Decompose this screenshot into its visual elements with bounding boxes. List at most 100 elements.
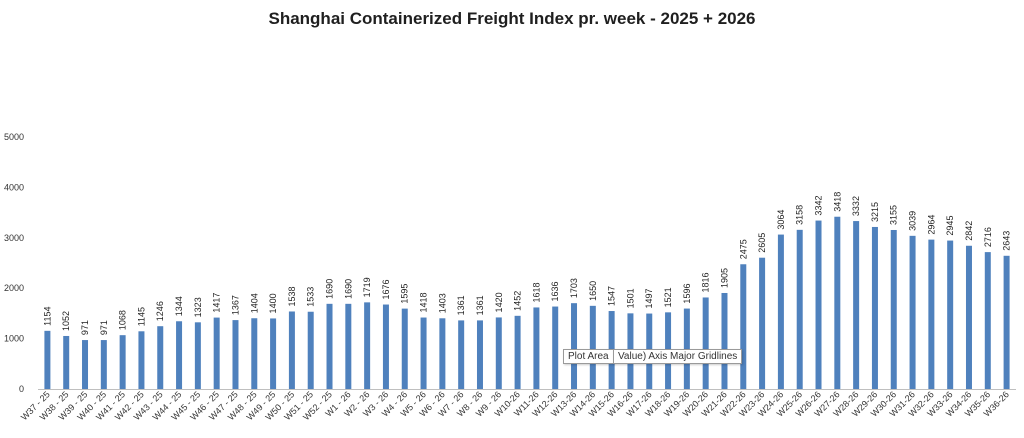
bar — [439, 318, 446, 389]
data-label: 1068 — [118, 310, 128, 330]
bar — [44, 330, 51, 389]
bar — [307, 311, 314, 389]
data-label: 1547 — [607, 286, 617, 306]
data-label: 2964 — [926, 215, 936, 235]
data-label: 1636 — [550, 282, 560, 302]
bar — [759, 257, 766, 389]
data-label: 1052 — [61, 311, 71, 331]
bar — [571, 303, 578, 389]
bar — [871, 226, 878, 389]
bar — [552, 306, 559, 389]
bar — [119, 335, 126, 389]
bar — [589, 305, 596, 389]
bar — [401, 308, 408, 389]
bar — [476, 320, 483, 389]
data-label: 1538 — [287, 286, 297, 306]
bar — [364, 302, 371, 389]
y-tick-label: 3000 — [4, 233, 24, 243]
data-label: 1420 — [494, 292, 504, 312]
data-label: 3158 — [795, 205, 805, 225]
bar — [138, 331, 145, 389]
data-label: 1418 — [419, 293, 429, 313]
bar — [382, 304, 389, 389]
bar — [176, 321, 183, 389]
bar — [928, 239, 935, 389]
data-label: 1676 — [381, 279, 391, 299]
data-label: 1323 — [193, 297, 203, 317]
data-label: 1501 — [625, 288, 635, 308]
data-label: 1361 — [456, 295, 466, 315]
bar — [213, 317, 220, 389]
bar — [796, 229, 803, 389]
bar — [721, 292, 728, 389]
data-label: 1404 — [249, 293, 259, 313]
y-tick-label: 1000 — [4, 334, 24, 344]
data-label: 3342 — [814, 196, 824, 216]
bar — [194, 322, 201, 389]
chart-title: Shanghai Containerized Freight Index pr.… — [268, 9, 755, 28]
y-tick-label: 2000 — [4, 283, 24, 293]
bar — [834, 216, 841, 389]
bar — [909, 235, 916, 389]
bar — [495, 317, 502, 389]
data-label: 1417 — [212, 293, 222, 313]
data-label: 3064 — [776, 210, 786, 230]
data-label: 3039 — [908, 211, 918, 231]
data-label: 1497 — [644, 289, 654, 309]
data-label: 3418 — [832, 192, 842, 212]
y-axis: 0 1000 2000 3000 4000 5000 — [4, 132, 24, 394]
data-label: 1154 — [42, 306, 52, 325]
bar — [514, 315, 521, 389]
data-label: 1367 — [230, 295, 240, 315]
data-label: 2716 — [983, 227, 993, 247]
data-label: 3215 — [870, 202, 880, 222]
data-label: 2842 — [964, 221, 974, 241]
bar — [890, 229, 897, 389]
bar — [702, 297, 709, 389]
bar — [251, 318, 258, 389]
bar — [1003, 255, 1010, 389]
data-label: 971 — [80, 320, 90, 335]
data-label: 1816 — [701, 272, 711, 292]
data-label: 3332 — [851, 196, 861, 216]
bar — [288, 311, 295, 389]
bar — [232, 320, 239, 389]
bar — [965, 245, 972, 389]
data-label: 1533 — [306, 287, 316, 307]
data-label: 1595 — [400, 284, 410, 304]
data-label: 1400 — [268, 293, 278, 313]
data-label: 1719 — [362, 277, 372, 297]
y-tick-label: 4000 — [4, 182, 24, 192]
data-label: 971 — [99, 320, 109, 335]
bar — [683, 308, 690, 389]
bar — [984, 252, 991, 389]
bar — [63, 335, 70, 389]
y-tick-label: 0 — [19, 384, 24, 394]
data-label: 3155 — [889, 205, 899, 225]
plot-area-tooltip: Plot Area — [563, 349, 614, 364]
bar — [157, 326, 164, 389]
y-tick-label: 5000 — [4, 132, 24, 142]
bar — [326, 303, 333, 389]
data-label: 1690 — [325, 279, 335, 299]
data-label: 1703 — [569, 278, 579, 298]
bar — [777, 234, 784, 389]
data-label: 1650 — [588, 281, 598, 301]
bar — [345, 303, 352, 389]
bar — [533, 307, 540, 389]
data-label: 1690 — [343, 279, 353, 299]
bar — [420, 317, 427, 389]
data-label: 1618 — [531, 282, 541, 302]
data-label: 1145 — [136, 307, 146, 326]
data-label: 1452 — [513, 291, 523, 311]
data-label: 1905 — [719, 268, 729, 288]
bar — [947, 240, 954, 389]
bar — [740, 264, 747, 389]
data-label: 1521 — [663, 287, 673, 307]
data-label: 2643 — [1002, 231, 1012, 251]
data-label: 2605 — [757, 233, 767, 253]
data-labels: 1154 1052 971 971 1068 1145 1246 1344 1323 1417 13… — [42, 192, 1011, 335]
bar — [815, 220, 822, 389]
